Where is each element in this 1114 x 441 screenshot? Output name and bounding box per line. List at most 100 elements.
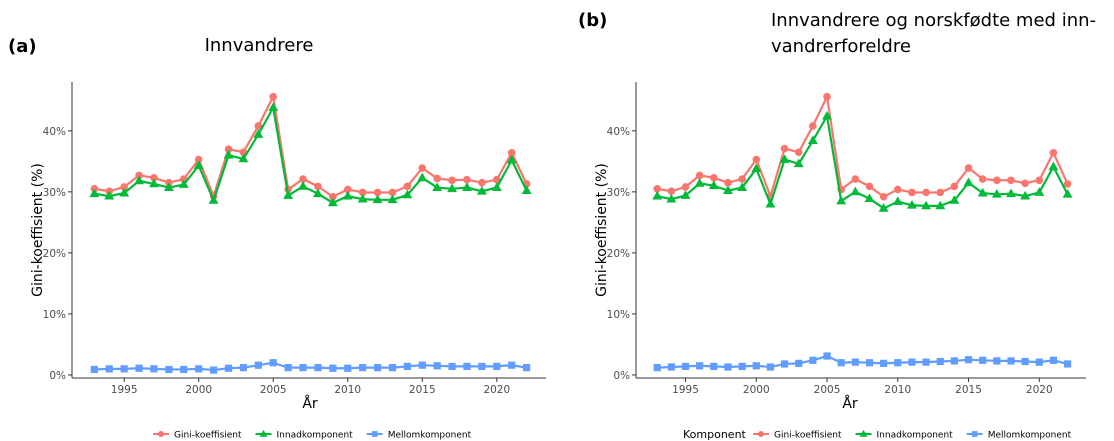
panel-a-point-gini-koeffisient [299,175,307,183]
panel-b-point-gini-koeffisient [823,92,831,101]
panel-b-point-gini-koeffisient [865,182,874,191]
panel-b-point-gini-koeffisient [908,188,916,197]
panel-b-point-gini-koeffisient [752,155,761,164]
panel-b-point-innadkomponent [1006,188,1016,198]
panel-b-point-mellomkomponent [696,362,704,370]
panel-a-point-innadkomponent [223,150,234,159]
panel-a-point-gini-koeffisient [314,182,322,191]
panel-b-point-mellomkomponent [993,357,1001,365]
panel-b-legend-key-marker [757,430,765,438]
panel-a-point-innadkomponent [178,179,189,188]
panel-b-point-innadkomponent [935,200,946,210]
panel-b-point-gini-koeffisient [964,164,973,172]
panel-b-point-mellomkomponent [865,359,874,367]
panel-b-point-gini-koeffisient [993,176,1001,185]
panel-a-point-mellomkomponent [523,364,531,372]
panel-a-point-mellomkomponent [329,364,337,372]
panel-b-point-mellomkomponent [681,362,690,371]
panel-b-point-gini-koeffisient [738,175,746,183]
panel-b-x-tick-label: 2020 [1026,384,1053,396]
panel-b-point-innadkomponent [963,177,974,187]
panel-b-point-gini-koeffisient [1063,180,1072,188]
panel-a-point-mellomkomponent [508,361,516,369]
panel-a-point-gini-koeffisient [373,188,382,197]
panel-b-point-mellomkomponent [837,359,845,367]
panel-b-point-innadkomponent [779,154,790,163]
panel-a-point-mellomkomponent [344,364,352,372]
panel-a-plot: 0% 10% 20% 30% 40% 1995 2000 2005 2010 2015 2020 [43,82,546,396]
panel-a-y-tick-label: 0% [49,370,66,382]
panel-b-point-mellomkomponent [1021,357,1029,366]
panel-b-point-innadkomponent [864,193,875,202]
panel-a-point-gini-koeffisient [269,92,278,101]
panel-a-legend-key-marker [371,431,378,437]
panel-a-point-mellomkomponent [180,365,188,374]
panel-a-legend-key-marker [259,429,268,437]
panel-a-point-gini-koeffisient [463,175,471,184]
panel-b-y-tick-label: 0% [613,370,630,382]
panel-b-point-innadkomponent [1020,190,1031,200]
panel-b-point-gini-koeffisient [922,188,930,197]
panel-a-point-gini-koeffisient [150,174,158,182]
panel-b-point-mellomkomponent [950,357,958,365]
panel-a-point-innadkomponent [462,182,472,191]
panel-a-point-mellomkomponent [269,359,277,367]
panel-a-point-innadkomponent [506,154,517,164]
panel-b-point-innadkomponent [723,185,733,195]
panel-a-point-innadkomponent [238,153,249,163]
panel-a-point-mellomkomponent [448,362,456,371]
panel-a-legend-entry: Innadkomponent [277,431,354,441]
panel-a-point-innadkomponent [402,189,413,199]
panel-a-x-tick-label: 2005 [260,384,287,396]
panel-a-point-innadkomponent [476,186,487,195]
panel-a-point-mellomkomponent [418,361,426,369]
panel-b-point-gini-koeffisient [893,185,902,194]
panel-a-y-tick-label: 40% [43,126,66,138]
panel-a-point-gini-koeffisient [224,145,233,153]
panel-b-legend-key-marker [859,429,868,437]
panel-b-point-innadkomponent [836,195,847,205]
panel-b-point-mellomkomponent [823,352,831,360]
panel-b-point-mellomkomponent [724,363,732,371]
panel-a-point-innadkomponent [163,182,174,191]
panel-a-point-mellomkomponent [195,365,203,373]
panel-b-x-tick-label: 2015 [955,384,982,396]
panel-a-point-mellomkomponent [284,364,292,372]
panel-a-point-mellomkomponent [493,362,501,371]
panel-b-point-gini-koeffisient [794,148,803,156]
panel-a-label: (a) [8,36,37,57]
panel-a-point-innadkomponent [134,175,145,185]
panel-a-point-gini-koeffisient [135,171,143,180]
panel-b-point-innadkomponent [921,200,932,210]
panel-b-point-gini-koeffisient [950,182,959,191]
panel-a-point-innadkomponent [283,190,294,199]
panel-b-point-gini-koeffisient [695,171,704,180]
panel-a-point-innadkomponent [417,172,428,182]
panel-b-point-gini-koeffisient [936,188,945,197]
panel-a-point-gini-koeffisient [448,176,456,185]
panel-a-point-innadkomponent [149,178,159,188]
panel-b-point-mellomkomponent [908,358,916,366]
panel-a-legend-entry: Mellomkomponent [388,431,472,441]
panel-b-y-tick-label: 40% [607,126,630,138]
panel-b-point-mellomkomponent [1007,357,1015,365]
panel-b-point-innadkomponent [977,187,988,197]
panel-b-y-tick-label: 30% [607,187,630,199]
panel-a-point-innadkomponent [491,182,502,191]
panel-b-point-innadkomponent [907,200,917,209]
panel-a-point-mellomkomponent [224,364,233,372]
panel-a-line-mellomkomponent [94,361,527,372]
panel-a-point-innadkomponent [298,181,308,190]
panel-a-point-mellomkomponent [150,365,158,373]
panel-a-x-tick-label: 2015 [409,384,436,396]
panel-b-point-mellomkomponent [936,357,944,366]
panel-a-legend: Gini-koeffisient Innadkomponent Mellomkomp… [153,429,472,441]
panel-a-point-innadkomponent [342,190,353,200]
panel-a-x-tick-label: 2010 [334,384,361,396]
panel-b-point-gini-koeffisient [667,187,676,196]
panel-b-y-tick-label: 20% [607,248,630,260]
panel-a-line-gini-koeffisient [94,95,528,198]
panel-b-point-gini-koeffisient [1021,179,1029,188]
panel-b-point-mellomkomponent [809,356,817,364]
